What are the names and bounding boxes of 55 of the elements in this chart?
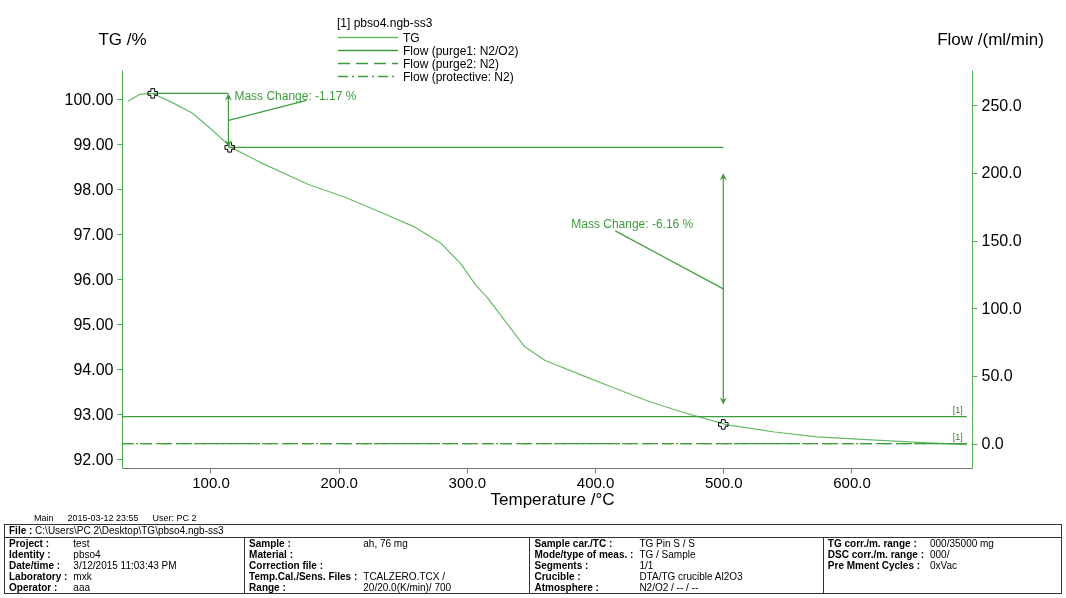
annotation: [1] [952,404,963,415]
text: Temp.Cal./Sens. Files : TCALZERO.TCX / [249,571,445,582]
text: Operator : aaa [9,582,91,593]
text: Material : [249,549,293,560]
legend-title: [1] pbso4.ngb-ss3 [337,16,433,30]
text: Identity : pbso4 [9,549,101,560]
y2-tick-label: 250.0 [981,96,1022,114]
text: TG corr./m. range : 000/35000 mg [827,538,994,549]
legend-label: Flow (purge2: N2) [403,56,500,71]
text: Range : 20/20.0(K/min)/ 700 [249,582,452,593]
y-tick-label: 97.00 [73,225,114,243]
text: File : C:\Users\PC 2\Desktop\TG\pbso4.ngb-ss3 [4,524,1062,537]
y-tick-label: 93.00 [73,405,114,423]
text: Mode/type of meas. : TG / Sample [534,549,697,560]
text: Sample car./TC : TG Pin S / S [534,538,695,549]
text: Sample : ah, 76 mg [249,538,408,549]
y-tick-label: 94.00 [73,360,114,378]
y2-tick-label: 0.0 [981,435,1004,453]
x-tick-label: 400.0 [576,473,615,491]
text: Date/time : 3/12/2015 11:03:43 PM [9,560,177,571]
text: 2015-03-12 23:55 [67,513,139,523]
text: Segments : 1/1 [534,560,654,571]
y-axis-title: TG /% [98,29,147,49]
x-tick-label: 300.0 [448,473,487,491]
x-tick-label: 200.0 [320,473,358,491]
text: DSC corr./m. range : 000/ [827,549,950,560]
text: Project : test [9,538,90,549]
x-tick-label: 600.0 [833,473,871,491]
legend-label: TG [403,30,420,45]
x-tick-label: 100.0 [192,473,230,491]
text: Pre Mment Cycles : 0xVac [827,560,959,571]
y-tick-label: 99.00 [73,135,114,153]
legend-label: Flow (purge1: N2/O2) [403,43,519,58]
legend-label: Flow (protective: N2) [403,69,514,84]
text: Laboratory : mxk [9,571,93,582]
y2-tick-label: 200.0 [981,164,1022,182]
y2-axis-title: Flow /(ml/min) [937,29,1044,49]
x-tick-label: 500.0 [705,473,743,491]
y-tick-label: 96.00 [73,270,114,288]
y2-tick-label: 150.0 [981,232,1022,250]
annotation: Mass Change: -6.16 % [571,217,694,232]
text: Crucible : DTA/TG crucible Al2O3 [534,571,743,582]
y-tick-label: 95.00 [73,315,114,333]
y-tick-label: 98.00 [73,180,114,198]
x-axis-title: Temperature /°C [490,489,615,509]
text: User: PC 2 [152,513,197,523]
annotation: Mass Change: -1.17 % [234,88,357,103]
text: Main [34,513,54,523]
text: Correction file : [249,560,323,571]
y2-tick-label: 50.0 [981,367,1013,385]
y-tick-label: 92.00 [73,450,114,468]
text: Atmosphere : N2/O2 / -- / -- [534,582,699,593]
annotation: [1] [952,431,963,442]
y-tick-label: 100.00 [64,90,114,108]
y2-tick-label: 100.0 [981,299,1022,317]
